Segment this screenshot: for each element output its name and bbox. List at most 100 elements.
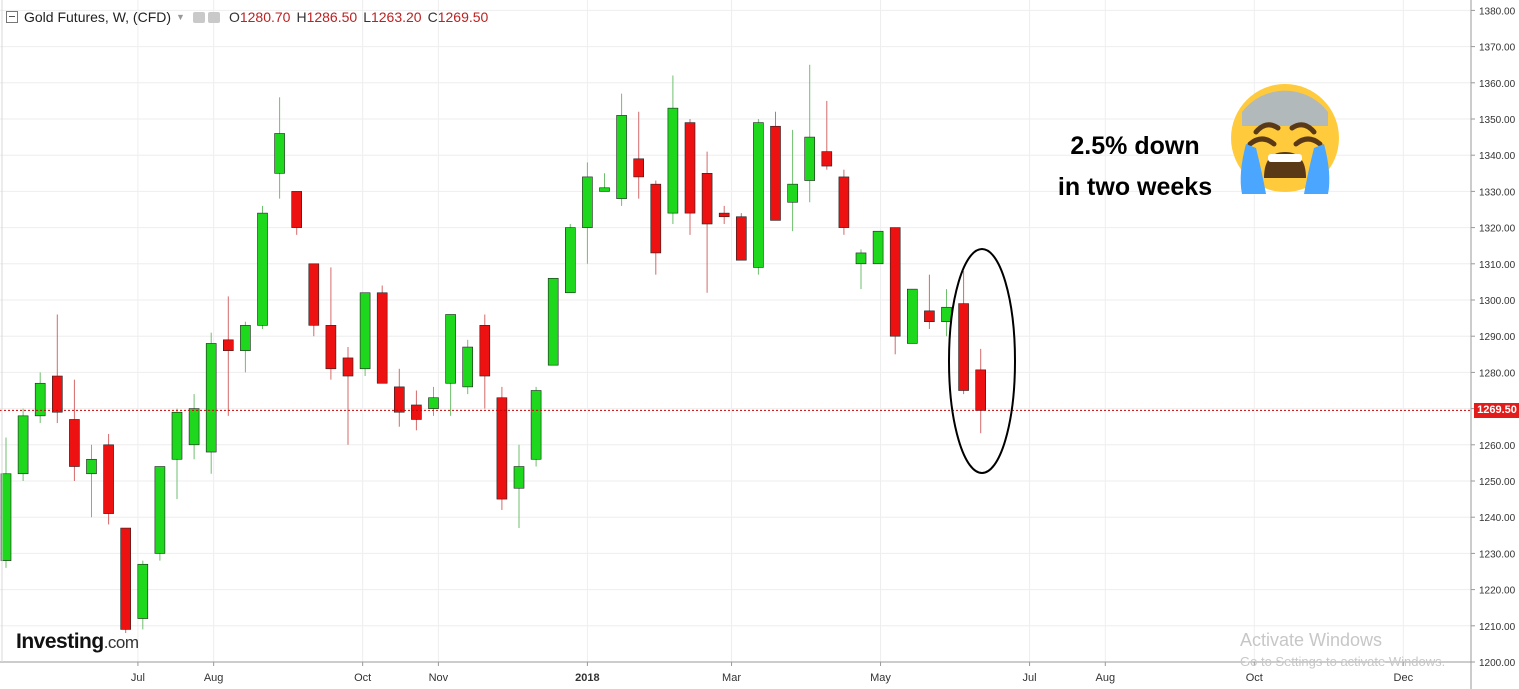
candle-down[interactable]: [958, 303, 969, 391]
candle-up[interactable]: [787, 183, 798, 203]
annotation-text: 2.5% down in two weeks: [1040, 126, 1230, 208]
candle-up[interactable]: [34, 382, 46, 417]
candle-up[interactable]: [0, 473, 12, 561]
candle-down[interactable]: [479, 325, 491, 377]
y-tick-label: 1250.00: [1479, 477, 1516, 488]
crying-face-icon: [1231, 84, 1339, 194]
candle-up[interactable]: [513, 466, 525, 489]
y-tick-label: 1200.00: [1479, 658, 1516, 669]
y-tick-label: 1370.00: [1479, 43, 1516, 54]
candle-up[interactable]: [240, 325, 251, 351]
candle-up[interactable]: [564, 227, 576, 294]
candle-up[interactable]: [17, 415, 29, 475]
collapse-icon[interactable]: [6, 11, 18, 23]
candle-down[interactable]: [496, 397, 508, 500]
x-tick-label: 2018: [575, 672, 599, 684]
y-tick-label: 1240.00: [1479, 513, 1516, 524]
y-tick-label: 1310.00: [1479, 260, 1516, 271]
candle-up[interactable]: [257, 212, 268, 326]
candle-down[interactable]: [633, 158, 645, 178]
annotation-line-1: 2.5% down: [1070, 132, 1200, 160]
candle-down[interactable]: [889, 227, 901, 337]
y-tick-label: 1280.00: [1479, 368, 1516, 379]
candle-up[interactable]: [547, 277, 559, 366]
y-tick-label: 1360.00: [1479, 79, 1516, 90]
x-tick-label: Aug: [1095, 672, 1115, 684]
candle-down[interactable]: [411, 404, 422, 420]
candle-up[interactable]: [462, 346, 474, 388]
candle-up[interactable]: [188, 408, 200, 446]
candle-down[interactable]: [51, 375, 63, 413]
last-price-tag: 1269.50: [1474, 403, 1519, 418]
candle-up[interactable]: [530, 390, 542, 460]
candle-up[interactable]: [582, 176, 593, 228]
candle-up[interactable]: [86, 458, 97, 475]
candle-up[interactable]: [445, 314, 456, 384]
candle-down[interactable]: [821, 151, 833, 167]
y-tick-label: 1300.00: [1479, 296, 1516, 307]
candle-up[interactable]: [855, 252, 867, 265]
candle-down[interactable]: [650, 183, 662, 254]
activate-windows-watermark: Activate Windows Go to Settings to activ…: [1240, 630, 1446, 669]
x-tick-label: Oct: [354, 672, 371, 684]
candle-up[interactable]: [599, 187, 610, 192]
candle-down[interactable]: [684, 122, 696, 214]
candle-up[interactable]: [205, 343, 217, 453]
candle-down[interactable]: [924, 310, 935, 323]
x-tick-label: Aug: [204, 672, 224, 684]
x-tick-label: May: [870, 672, 891, 684]
candle-up[interactable]: [171, 411, 183, 460]
candle-up[interactable]: [906, 288, 918, 344]
candle-up[interactable]: [274, 133, 285, 174]
candle-down[interactable]: [325, 325, 337, 370]
candle-down[interactable]: [69, 419, 80, 467]
candle-down[interactable]: [701, 173, 713, 225]
candle-up[interactable]: [616, 115, 627, 199]
y-tick-label: 1210.00: [1479, 622, 1516, 633]
candle-down[interactable]: [735, 216, 747, 261]
eye-icon[interactable]: [192, 11, 205, 23]
candle-down[interactable]: [223, 339, 234, 351]
candle-up[interactable]: [359, 292, 371, 370]
annotation-line-2: in two weeks: [1057, 173, 1213, 201]
chart-grid: [0, 0, 1471, 663]
instrument-title[interactable]: Gold Futures, W, (CFD): [24, 9, 172, 25]
x-tick-label: Oct: [1246, 672, 1263, 684]
ohlc-close: C1269.50: [427, 9, 489, 25]
candle-down[interactable]: [103, 444, 114, 514]
ohlc-high: H1286.50: [296, 9, 358, 25]
y-tick-label: 1330.00: [1479, 187, 1516, 198]
settings-icon[interactable]: [207, 11, 220, 23]
candle-down[interactable]: [291, 191, 303, 228]
y-tick-label: 1320.00: [1479, 224, 1516, 235]
candle-up[interactable]: [872, 230, 884, 265]
candle-up[interactable]: [753, 122, 764, 268]
candle-down[interactable]: [120, 527, 131, 630]
candle-down[interactable]: [393, 386, 405, 413]
candle-up[interactable]: [941, 306, 952, 323]
y-tick-label: 1230.00: [1479, 549, 1516, 560]
candle-down[interactable]: [838, 176, 850, 228]
x-tick-label: Mar: [722, 672, 741, 684]
candle-down[interactable]: [342, 357, 354, 377]
candle-up[interactable]: [804, 136, 816, 181]
candle-down[interactable]: [308, 263, 320, 326]
investing-logo: Investing.com: [16, 630, 139, 653]
candle-up[interactable]: [667, 107, 679, 214]
ohlc-low: L1263.20: [363, 9, 422, 25]
candle-up[interactable]: [137, 563, 149, 619]
highlight-ellipse: [948, 248, 1016, 474]
candle-down[interactable]: [975, 369, 987, 411]
candle-up[interactable]: [428, 397, 439, 409]
x-tick-label: Jul: [131, 672, 145, 684]
candle-up[interactable]: [154, 466, 166, 554]
y-tick-label: 1350.00: [1479, 115, 1516, 126]
candle-down[interactable]: [770, 125, 781, 221]
chart-header: Gold Futures, W, (CFD) ▼ O1280.70 H1286.…: [6, 7, 488, 27]
chevron-down-icon[interactable]: ▼: [176, 12, 185, 22]
y-tick-label: 1290.00: [1479, 332, 1516, 343]
candle-down[interactable]: [376, 292, 388, 384]
candle-down[interactable]: [718, 212, 730, 218]
